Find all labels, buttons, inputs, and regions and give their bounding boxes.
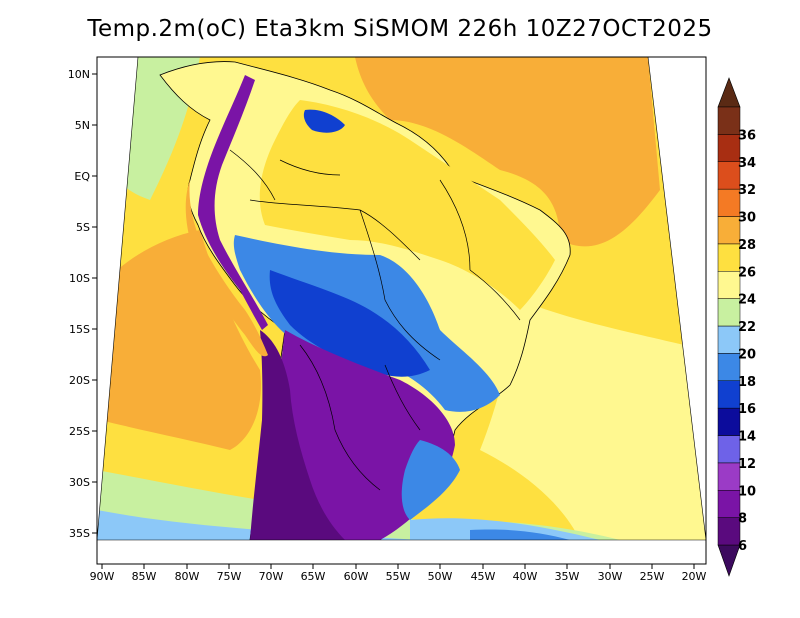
colorbar-level-label: 18 (738, 375, 756, 390)
plot-axes-frame (96, 56, 707, 565)
land-cool-southeast (401, 440, 460, 520)
south-atlantic-cool (410, 518, 600, 540)
lat-label: EQ (74, 170, 90, 183)
colorbar-swatch (717, 353, 741, 381)
lon-label: 90W (90, 570, 115, 583)
colorbar-level-label: 10 (738, 484, 756, 499)
colorbar-swatch (717, 298, 741, 327)
latitude-axis: 10N 5N EQ 5S 10S 15S 20S 25S 30S 35S (68, 68, 97, 540)
southern-colder-waters (97, 510, 420, 540)
colorbar-under-triangle (717, 544, 741, 577)
colorbar-level-label: 6 (738, 539, 747, 554)
colorbar-level-label: 30 (738, 211, 756, 226)
lon-label: 40W (513, 570, 538, 583)
colorbar-swatch (717, 243, 741, 272)
atlantic-warm-region (355, 57, 660, 247)
south-atlantic-cold (470, 529, 570, 540)
colorbar-over-triangle (717, 77, 741, 108)
lat-label: 20S (69, 374, 90, 387)
colorbar-swatch (717, 216, 741, 245)
lon-label: 60W (344, 570, 369, 583)
chart-title: Temp.2m(oC) Eta3km SiSMOM 226h 10Z27OCT2… (87, 16, 713, 42)
lon-label: 85W (132, 570, 157, 583)
colorbar-swatch (717, 517, 741, 546)
colorbar-level-label: 12 (738, 457, 756, 472)
colorbar-swatch (717, 271, 741, 299)
colorbar: 6 8 10 12 14 16 18 20 22 24 26 28 30 32 34 36 (717, 77, 756, 577)
lon-label: 75W (217, 570, 242, 583)
lon-label: 65W (301, 570, 326, 583)
land-andes-ridge (198, 75, 268, 330)
lat-label: 15S (69, 323, 90, 336)
colorbar-level-label: 22 (738, 320, 756, 335)
colorbar-swatch (717, 462, 741, 491)
colorbar-swatch (717, 435, 741, 464)
colorbar-level-label: 36 (738, 128, 756, 143)
lon-label: 80W (175, 570, 200, 583)
land-coldest-andes-south (250, 330, 345, 540)
colorbar-swatch (717, 188, 741, 217)
lat-label: 35S (69, 527, 90, 540)
colorbar-swatch (717, 407, 741, 436)
colorbar-level-label: 26 (738, 265, 756, 280)
colorbar-level-label: 16 (738, 402, 756, 417)
lon-label: 70W (259, 570, 284, 583)
lat-label: 10N (68, 68, 90, 81)
colorbar-level-label: 14 (738, 430, 756, 445)
lon-label: 25W (640, 570, 665, 583)
lon-label: 45W (471, 570, 496, 583)
colorbar-level-label: 28 (738, 238, 756, 253)
colorbar-level-label: 8 (738, 512, 747, 527)
colorbar-swatch (717, 380, 741, 409)
country-borders (229, 149, 521, 491)
lon-label: 30W (598, 570, 623, 583)
lat-label: 25S (69, 425, 90, 438)
lon-label: 20W (682, 570, 707, 583)
lon-label: 50W (428, 570, 453, 583)
colorbar-level-label: 34 (738, 156, 756, 171)
colorbar-level-label: 20 (738, 347, 756, 362)
colorbar-swatch (717, 325, 741, 354)
lat-label: 5N (75, 119, 90, 132)
colorbar-level-label: 24 (738, 293, 756, 308)
longitude-axis: 90W 85W 80W 75W 70W 65W 60W 55W 50W 45W … (90, 564, 707, 583)
map-field (97, 57, 706, 540)
lon-label: 35W (555, 570, 580, 583)
atlantic-mild-region (480, 300, 706, 540)
colorbar-swatch (717, 134, 741, 162)
colorbar-swatch (717, 490, 741, 518)
lat-label: 10S (69, 272, 90, 285)
colorbar-level-label: 32 (738, 183, 756, 198)
land-warm-amazon (259, 100, 555, 310)
land-coastal-warm-strip (185, 180, 268, 357)
lon-label: 55W (386, 570, 411, 583)
land-cold-central (269, 270, 430, 377)
lat-label: 30S (69, 476, 90, 489)
lat-label: 5S (76, 221, 90, 234)
land-cool-guiana (303, 109, 345, 133)
colorbar-swatch (717, 106, 741, 135)
colorbar-swatch (717, 161, 741, 190)
